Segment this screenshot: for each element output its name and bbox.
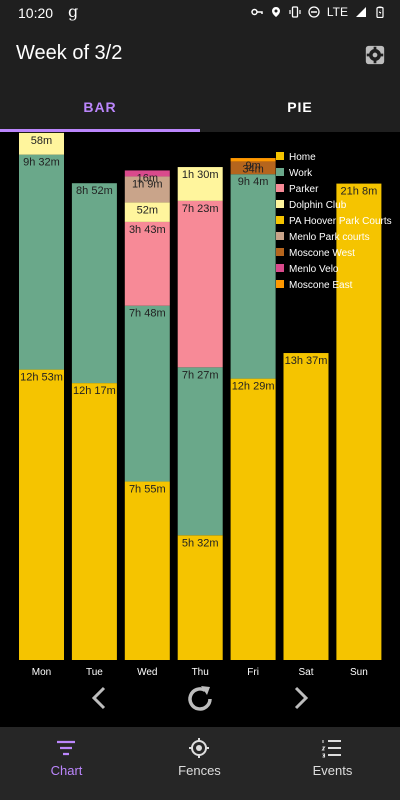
bottom-nav-fences-label: Fences	[178, 763, 221, 778]
bar-segment-tue-1	[71, 183, 117, 384]
bar-segment-thu-1	[177, 367, 223, 536]
legend-swatch-1	[276, 168, 284, 176]
data-label-mon-0: 12h 53m	[20, 372, 63, 384]
bar-segment-fri-1	[230, 174, 276, 379]
bar-segment-thu-3	[177, 167, 223, 201]
legend-swatch-8	[276, 280, 284, 288]
events-icon	[321, 740, 341, 758]
week-navigation	[0, 682, 400, 722]
fences-icon	[189, 738, 209, 758]
legend-entry-7: Menlo Velo	[289, 264, 339, 275]
key-icon	[251, 8, 263, 16]
bottom-navigation: Chart Fences Events	[0, 727, 400, 800]
data-label-wed-3: 52m	[137, 204, 158, 216]
legend-entry-3: Dolphin Club	[289, 200, 347, 211]
legend-entry-1: Work	[289, 168, 313, 179]
data-label-tue-1: 8h 52m	[76, 185, 113, 197]
app-bar: Week of 3/2	[0, 26, 400, 88]
battery-icon	[376, 6, 384, 18]
category-label-wed: Wed	[137, 667, 157, 678]
data-label-wed-0: 7h 55m	[129, 484, 166, 496]
data-label-thu-3: 1h 30m	[182, 169, 219, 181]
stacked-bar-chart: 12h 53m 9h 32m 58m Mon 12h 17m 8h 52m Tue 7h 55…	[19, 132, 392, 678]
bar-segment-mon-3	[19, 132, 64, 155]
page-title: Week of 3/2	[16, 42, 123, 64]
tab-indicator	[0, 129, 200, 132]
data-label-sun-0: 21h 8m	[341, 186, 378, 198]
app-notification-glyph: g	[68, 2, 79, 21]
data-label-sat-0: 13h 37m	[285, 355, 328, 367]
dnd-icon	[308, 6, 320, 18]
bar-segment-thu-0	[177, 535, 223, 660]
chevron-left-icon[interactable]	[88, 684, 110, 712]
bar-segment-sat-0	[283, 353, 329, 660]
bar-segment-wed-1	[124, 305, 170, 482]
tab-pie[interactable]: PIE	[287, 99, 313, 115]
legend-entry-5: Menlo Park courts	[289, 232, 370, 243]
data-label-fri-8: 9m	[245, 160, 260, 172]
category-label-tue: Tue	[86, 667, 103, 678]
legend-entry-2: Parker	[289, 184, 319, 195]
bar-segment-mon-1	[19, 154, 64, 370]
chevron-right-icon[interactable]	[290, 684, 312, 712]
bottom-nav-events-label: Events	[312, 763, 353, 778]
data-label-tue-0: 12h 17m	[73, 385, 116, 397]
category-label-mon: Mon	[32, 667, 51, 678]
bar-segment-wed-5	[124, 176, 170, 203]
bar-segment-fri-6	[230, 161, 276, 175]
bar-segment-wed-0	[124, 481, 170, 660]
data-label-wed-5: 1h 9m	[132, 178, 163, 190]
view-tabs: BAR PIE	[0, 88, 400, 132]
legend-entry-4: PA Hoover Park Courts	[289, 216, 392, 227]
bar-segment-mon-0	[19, 369, 64, 660]
network-type: LTE	[326, 5, 348, 19]
category-label-sat: Sat	[298, 667, 313, 678]
data-label-thu-0: 5h 32m	[182, 537, 219, 549]
bottom-nav-chart[interactable]: Chart	[0, 727, 133, 800]
chart-icon	[57, 740, 75, 756]
bar-segment-sun-0	[336, 183, 382, 660]
bar-segment-wed-3	[124, 202, 170, 222]
bar-segment-fri-0	[230, 378, 276, 660]
legend-swatch-7	[276, 264, 284, 272]
gear-icon[interactable]	[364, 44, 386, 66]
data-label-wed-7: 16m	[137, 172, 158, 184]
bar-segment-thu-2	[177, 200, 223, 368]
bar-segment-tue-0	[71, 383, 117, 660]
data-label-thu-1: 7h 27m	[182, 369, 219, 381]
legend-swatch-3	[276, 200, 284, 208]
legend-entry-6: Moscone West	[289, 248, 355, 259]
legend-swatch-6	[276, 248, 284, 256]
bar-segment-wed-2	[124, 221, 170, 306]
status-bar: 10:20 g LTE	[0, 0, 400, 26]
data-label-mon-3: 58m	[31, 135, 52, 147]
location-icon	[271, 7, 280, 17]
signal-icon	[356, 7, 366, 17]
category-label-fri: Fri	[247, 667, 259, 678]
category-label-sun: Sun	[350, 667, 368, 678]
data-label-wed-2: 3h 43m	[129, 224, 166, 236]
legend-entry-8: Moscone East	[289, 280, 353, 291]
data-label-fri-1: 9h 4m	[238, 176, 269, 188]
data-label-fri-6: 34m	[242, 163, 263, 175]
category-label-thu: Thu	[192, 667, 209, 678]
data-label-wed-1: 7h 48m	[129, 308, 166, 320]
legend-swatch-0	[276, 152, 284, 160]
data-label-fri-0: 12h 29m	[232, 381, 275, 393]
legend-swatch-2	[276, 184, 284, 192]
bar-segment-fri-8	[230, 158, 276, 162]
status-time: 10:20	[18, 5, 54, 21]
refresh-icon[interactable]	[183, 682, 217, 716]
bottom-nav-fences[interactable]: Fences	[133, 727, 266, 800]
vibrate-icon	[289, 6, 301, 18]
data-label-mon-1: 9h 32m	[23, 157, 60, 169]
legend-swatch-4	[276, 216, 284, 224]
bottom-nav-chart-label: Chart	[50, 763, 83, 778]
legend-swatch-5	[276, 232, 284, 240]
bottom-nav-events[interactable]: Events	[266, 727, 399, 800]
data-label-thu-2: 7h 23m	[182, 203, 219, 215]
bar-segment-wed-7	[124, 170, 170, 177]
tab-bar[interactable]: BAR	[83, 99, 117, 115]
legend-entry-0: Home	[289, 152, 316, 163]
